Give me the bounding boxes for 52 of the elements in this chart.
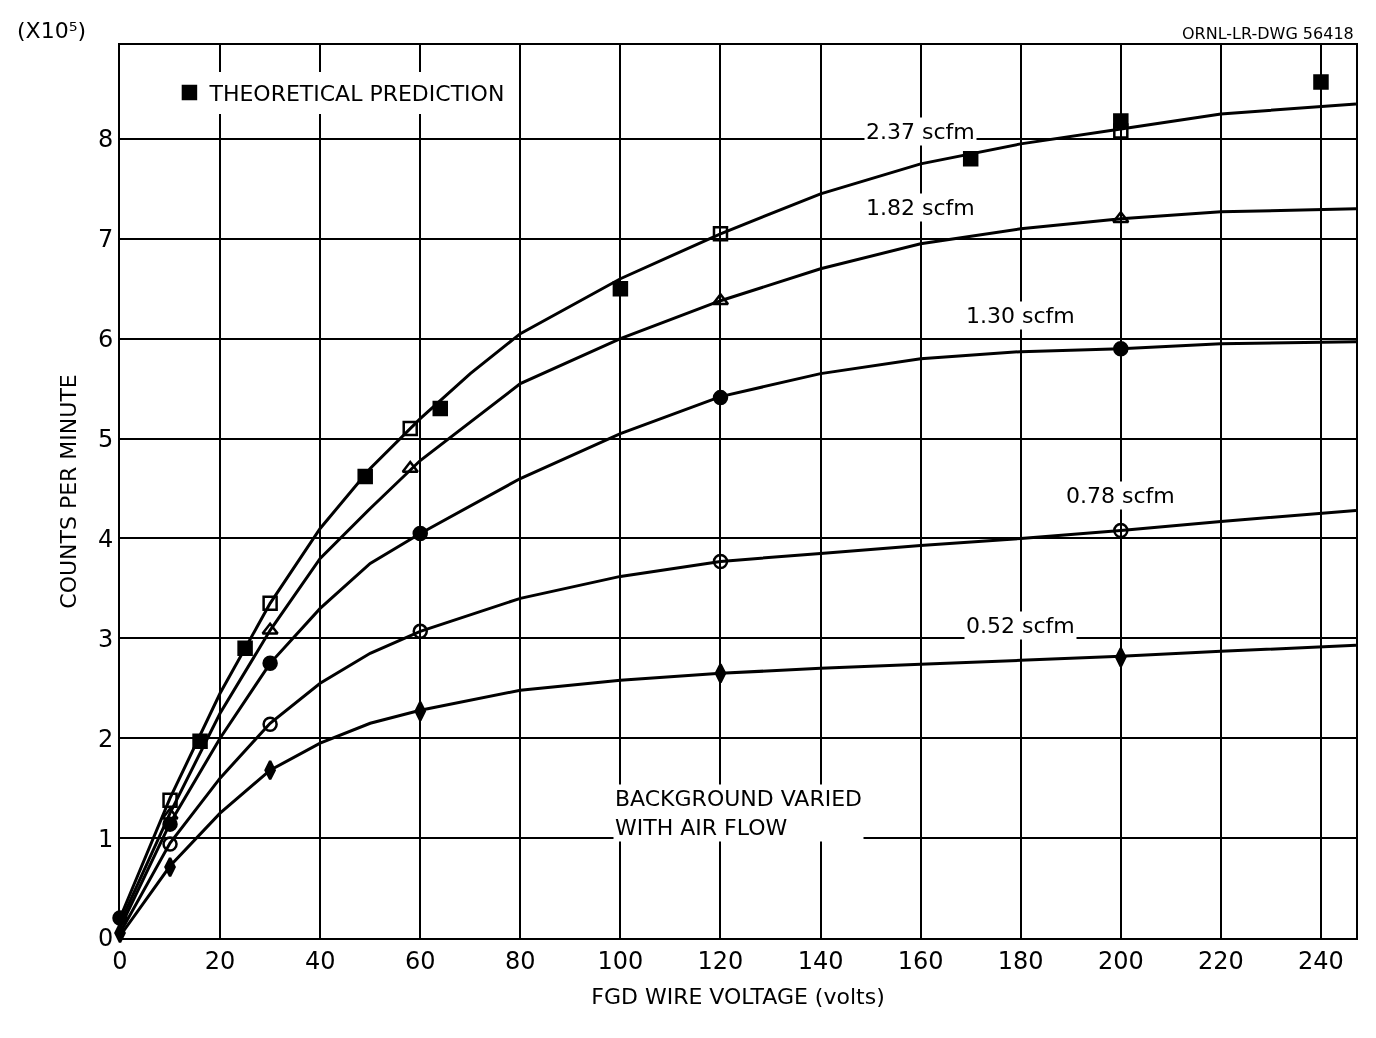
point bbox=[1113, 340, 1129, 357]
x-tick-label: 240 bbox=[1298, 946, 1344, 975]
x-tick-label: 180 bbox=[997, 946, 1044, 975]
y-tick-label: 1 bbox=[97, 824, 114, 853]
x-tick-label: 20 bbox=[204, 946, 236, 975]
point bbox=[162, 792, 178, 808]
point bbox=[412, 525, 428, 542]
x-tick-label: 200 bbox=[1097, 946, 1144, 975]
series-label: 0.78 scfm bbox=[1066, 483, 1175, 508]
series-label: 2.37 scfm bbox=[866, 119, 975, 144]
point bbox=[262, 716, 278, 732]
y-tick-label: 4 bbox=[97, 524, 114, 553]
point bbox=[1313, 74, 1329, 90]
y-tick-label: 2 bbox=[97, 724, 114, 753]
point bbox=[262, 595, 278, 612]
point bbox=[1113, 522, 1129, 539]
point bbox=[612, 280, 629, 297]
y-tick-label: 0 bbox=[97, 924, 114, 953]
text: ORNL-LR-DWG 56418 bbox=[1182, 24, 1354, 43]
point bbox=[162, 836, 178, 852]
annotation: BACKGROUND VARIED WITH AIR FLOW bbox=[615, 786, 862, 840]
x-tick-label: 100 bbox=[597, 946, 644, 975]
legend-label: THEORETICAL PREDICTION bbox=[208, 81, 505, 107]
series-label: 0.52 scfm bbox=[966, 613, 1075, 638]
point bbox=[401, 460, 419, 474]
y-axis-title: COUNTS PER MINUTE bbox=[56, 374, 82, 609]
point bbox=[402, 420, 418, 437]
x-tick-label: 60 bbox=[404, 946, 436, 975]
text: (X10⁵) bbox=[17, 18, 87, 43]
point bbox=[712, 553, 729, 570]
point bbox=[262, 655, 278, 672]
x-tick-label: 80 bbox=[505, 946, 536, 975]
y-tick-label: 8 bbox=[97, 125, 114, 154]
point bbox=[1112, 211, 1130, 224]
x-tick-label: 220 bbox=[1197, 946, 1244, 975]
series-label: 1.30 scfm bbox=[966, 303, 1075, 328]
point bbox=[712, 226, 729, 242]
x-axis-title: FGD WIRE VOLTAGE (volts) bbox=[591, 984, 885, 1010]
point bbox=[162, 816, 178, 832]
y-tick-label: 7 bbox=[97, 225, 114, 254]
point bbox=[261, 622, 279, 635]
y-tick-label: 5 bbox=[97, 424, 114, 453]
x-tick-label: 40 bbox=[304, 946, 336, 975]
x-tick-label: 160 bbox=[897, 946, 944, 975]
point bbox=[712, 389, 729, 406]
x-tick-label: 140 bbox=[797, 946, 844, 975]
y-tick-label: 3 bbox=[97, 624, 114, 653]
series-label: 1.82 scfm bbox=[866, 195, 975, 220]
point bbox=[161, 807, 179, 820]
point bbox=[711, 292, 730, 306]
x-tick-label: 120 bbox=[697, 946, 744, 975]
y-tick-label: 6 bbox=[97, 325, 114, 354]
